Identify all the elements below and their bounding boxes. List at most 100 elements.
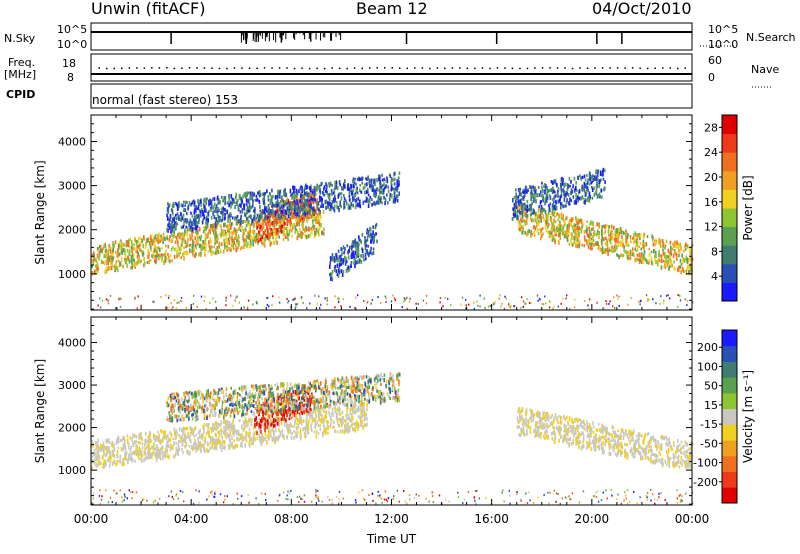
data-cell-velocity [363,418,365,422]
data-cell-power [586,173,588,178]
data-cell-power [343,197,346,200]
data-cell-velocity [159,456,162,461]
noise-cell-power [583,300,586,303]
data-cell-power [153,248,156,253]
data-cell-velocity [198,435,201,439]
data-cell-power [329,207,332,212]
data-cell-power [385,184,388,188]
data-cell-velocity [342,402,344,406]
data-cell-power [96,266,99,271]
data-cell-velocity [357,427,359,431]
data-cell-velocity [96,450,98,455]
data-cell-velocity [344,429,346,434]
data-cell-power [213,223,216,228]
noise-cell-power [326,299,328,302]
noise-cell-power [524,302,526,305]
data-cell-power [690,266,693,271]
data-cell-velocity [154,453,156,457]
data-cell-velocity [352,427,355,431]
data-cell-power [328,197,331,202]
data-cell-power [126,243,129,247]
data-cell-power [258,199,261,205]
data-cell-power [580,219,583,225]
data-cell-power [291,223,293,227]
data-cell-power [636,236,638,241]
data-cell-velocity [194,425,197,431]
data-cell-power [560,205,562,210]
data-cell-power [263,202,266,207]
data-cell-power [519,187,522,191]
data-cell-power [220,211,222,215]
data-cell-power [266,219,269,223]
data-cell-power [371,236,373,241]
data-cell-velocity [304,430,307,435]
data-cell-power [292,226,294,230]
data-cell-power [518,224,521,228]
data-cell-power [125,240,128,244]
data-cell-power [229,247,231,252]
data-cell-power [271,204,274,209]
data-cell-power [246,192,248,197]
data-cell-power [191,245,194,250]
data-cell-velocity [129,456,131,461]
data-cell-velocity [148,452,150,457]
noise-cell-power [355,307,357,310]
data-cell-power [192,201,195,205]
data-cell-power [128,238,130,244]
data-cell-power [261,235,264,240]
data-cell-power [258,218,260,222]
noise-cell-power [630,297,633,300]
data-cell-power [660,254,662,258]
data-cell-power [364,186,366,189]
data-cell-power [238,241,240,246]
data-cell-power [262,223,265,228]
noise-cell-power [569,307,571,310]
data-cell-power [571,236,574,240]
data-cell-power [648,253,651,257]
data-cell-velocity [141,446,144,450]
data-cell-velocity [337,422,339,426]
data-cell-power [304,199,306,204]
noise-cell-power [338,301,340,304]
data-cell-power [322,187,325,192]
data-cell-power [293,204,296,209]
noise-cell-power [292,298,294,301]
data-cell-velocity [244,417,247,421]
data-cell-velocity [334,404,336,409]
data-cell-power [376,178,378,183]
data-cell-power [230,243,233,248]
data-cell-power [600,238,603,244]
data-cell-power [223,243,226,248]
data-cell-power [581,223,584,227]
data-cell-power [195,246,198,250]
data-cell-power [269,209,271,214]
data-cell-power [609,238,611,243]
noise-cell-power [302,301,304,304]
data-cell-velocity [97,450,100,454]
noise-cell-power [406,307,408,310]
data-cell-power [312,193,315,198]
data-cell-velocity [219,446,221,449]
data-cell-power [578,225,580,231]
data-cell-power [151,254,153,258]
data-cell-power [239,210,242,214]
noise-cell-power [246,306,249,309]
data-cell-power [207,212,210,217]
data-cell-power [131,248,133,253]
data-cell-power [534,218,537,223]
noise-cell-power [266,297,268,300]
data-cell-power [206,197,208,201]
data-cell-velocity [135,440,137,444]
data-cell-velocity [204,450,206,453]
data-cell-power [525,213,528,219]
data-cell-power [176,222,178,226]
data-cell-power [363,258,365,262]
data-cell-velocity [95,447,97,451]
data-cell-power [230,231,232,234]
data-cell-velocity [291,424,293,428]
data-cell-velocity [214,443,217,449]
data-cell-velocity [145,441,147,445]
data-cell-power [614,230,617,235]
data-cell-power [174,235,177,239]
data-cell-velocity [361,409,364,414]
